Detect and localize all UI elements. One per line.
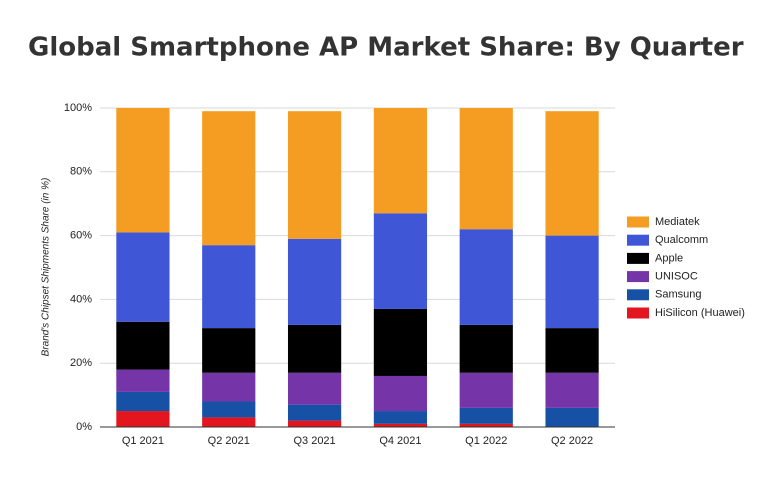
bar-segment bbox=[545, 111, 599, 236]
bar-segment bbox=[545, 372, 599, 408]
y-tick-label: 20% bbox=[70, 357, 92, 369]
legend-swatch bbox=[627, 271, 649, 283]
legend-label: HiSilicon (Huawei) bbox=[655, 307, 745, 319]
bar-segment bbox=[373, 411, 428, 424]
x-tick-label: Q3 2021 bbox=[293, 435, 335, 447]
bar-segment bbox=[459, 108, 513, 230]
bar-segment bbox=[202, 328, 256, 373]
bar-segment bbox=[287, 372, 342, 405]
bar-segment bbox=[116, 369, 170, 392]
bar-segment bbox=[116, 232, 170, 322]
legend-label: UNISOC bbox=[655, 271, 698, 283]
x-tick-label: Q2 2022 bbox=[551, 435, 593, 447]
bar-segment bbox=[202, 401, 256, 418]
bar-segment bbox=[202, 372, 256, 402]
x-tick-label: Q1 2022 bbox=[465, 435, 507, 447]
bar-segment bbox=[202, 245, 256, 329]
bar-segment bbox=[545, 407, 599, 427]
x-tick-label: Q1 2021 bbox=[122, 435, 164, 447]
y-tick-label: 60% bbox=[70, 230, 92, 242]
bar-segment bbox=[459, 423, 513, 427]
bar-segment bbox=[373, 423, 428, 427]
y-tick-label: 80% bbox=[70, 166, 92, 178]
legend-swatch bbox=[627, 234, 649, 246]
legend-label: Mediatek bbox=[655, 216, 700, 228]
bar-segment bbox=[287, 324, 342, 373]
bar-segment bbox=[373, 308, 428, 376]
bar-segment bbox=[116, 391, 170, 412]
y-tick-label: 100% bbox=[64, 102, 92, 114]
y-tick-label: 0% bbox=[76, 421, 92, 433]
legend-label: Qualcomm bbox=[655, 234, 708, 246]
x-tick-label: Q4 2021 bbox=[379, 435, 421, 447]
bar-segment bbox=[373, 108, 428, 214]
bar-segment bbox=[116, 411, 170, 427]
bar-segment bbox=[116, 108, 170, 233]
x-tick-label: Q2 2021 bbox=[208, 435, 250, 447]
bar-segment bbox=[287, 111, 342, 239]
bar-segment bbox=[202, 417, 256, 427]
bar-segment bbox=[459, 324, 513, 373]
bar-segment bbox=[545, 328, 599, 373]
legend-swatch bbox=[627, 307, 649, 319]
bar-segment bbox=[545, 235, 599, 329]
bar-segment bbox=[287, 404, 342, 421]
bar-segment bbox=[459, 372, 513, 408]
legend-swatch bbox=[627, 216, 649, 228]
chart-title: Global Smartphone AP Market Share: By Qu… bbox=[28, 33, 744, 63]
bar-segment bbox=[287, 420, 342, 427]
y-tick-label: 40% bbox=[70, 293, 92, 305]
bar-segment bbox=[459, 407, 513, 424]
bar-segment bbox=[116, 321, 170, 370]
legend-label: Samsung bbox=[655, 289, 701, 301]
bar-segment bbox=[202, 111, 256, 246]
bar-segment bbox=[373, 213, 428, 309]
legend-swatch bbox=[627, 252, 649, 264]
bar-segment bbox=[287, 238, 342, 325]
bar-segment bbox=[459, 229, 513, 325]
bar-segment bbox=[373, 375, 428, 412]
legend-label: Apple bbox=[655, 252, 683, 264]
y-axis-label: Brand's Chipset Shipments Share (in %) bbox=[41, 178, 52, 357]
legend-swatch bbox=[627, 289, 649, 301]
